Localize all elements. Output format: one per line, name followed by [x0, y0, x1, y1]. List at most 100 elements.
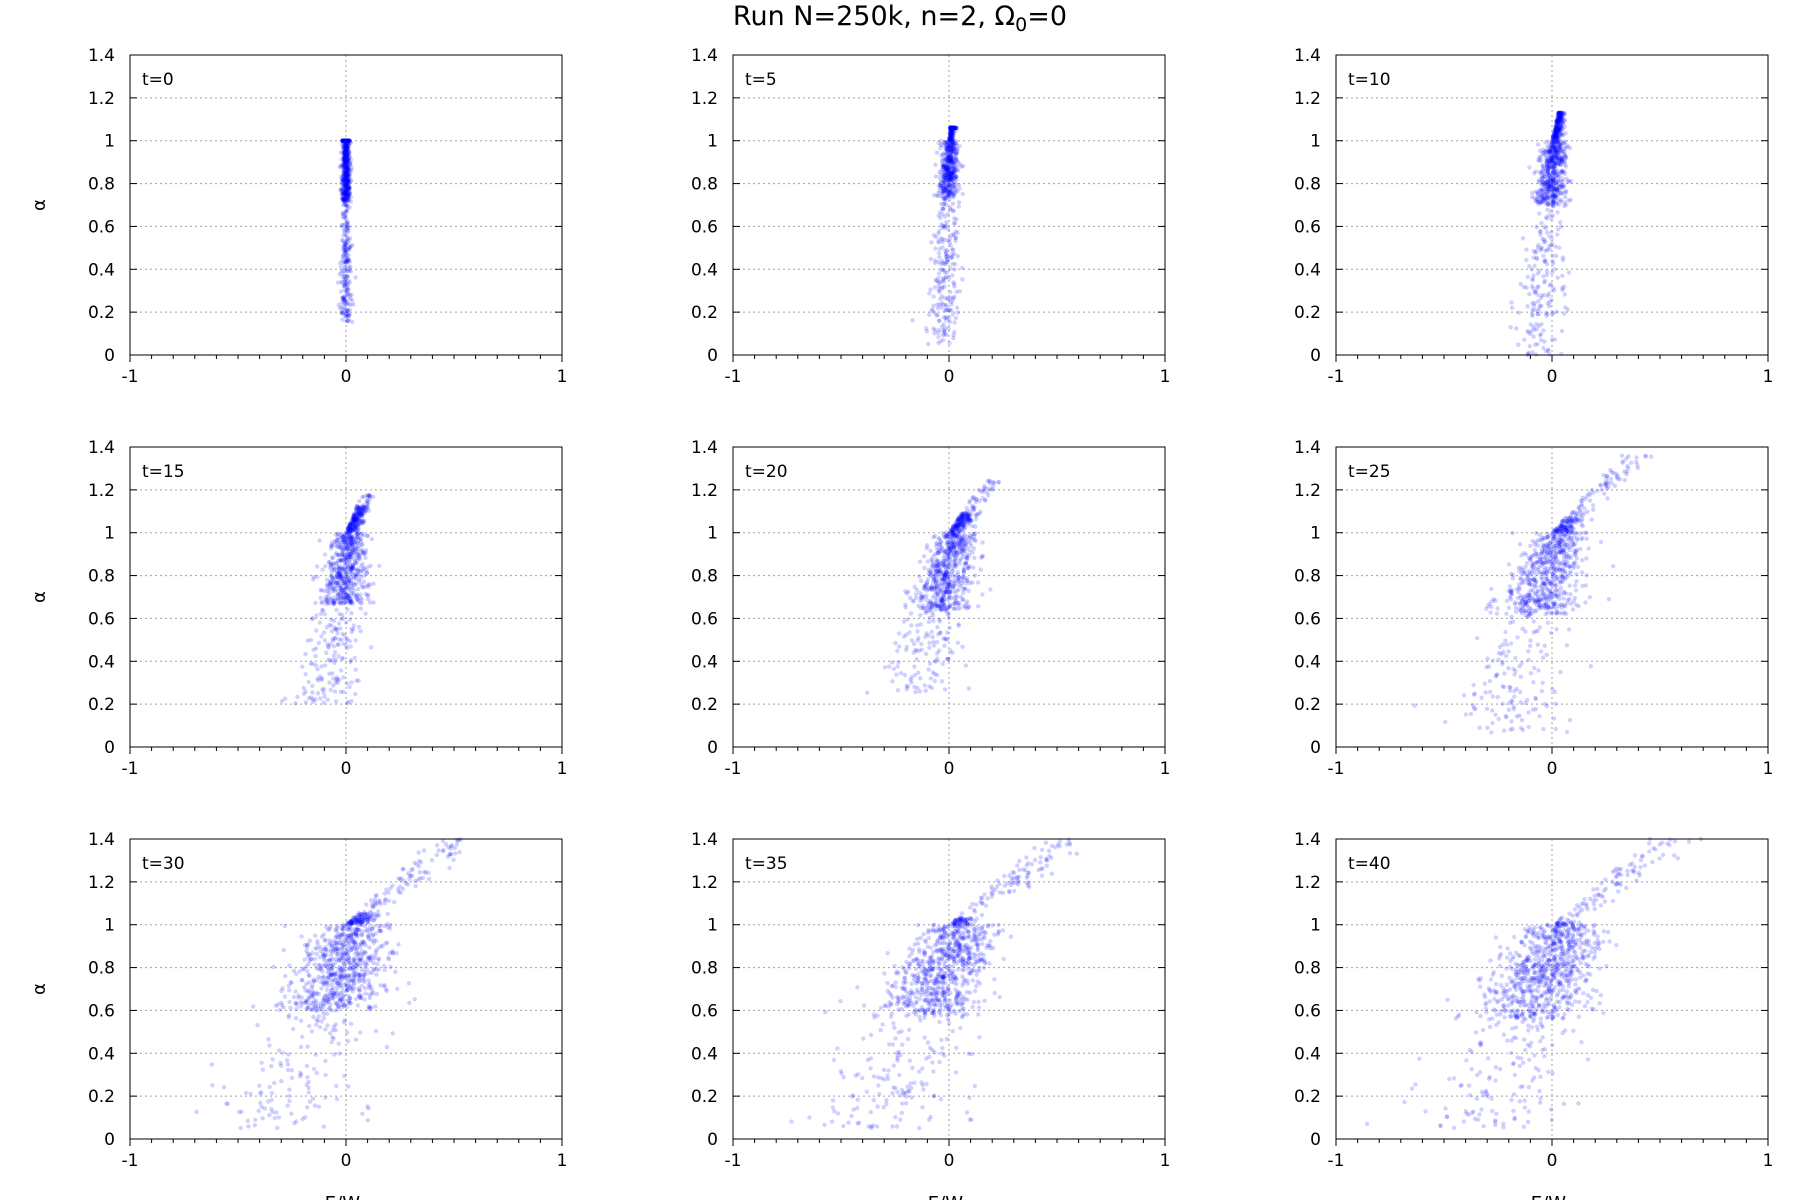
data-point: [347, 154, 353, 159]
data-point: [1490, 658, 1496, 663]
data-point: [1553, 701, 1558, 707]
data-point: [343, 138, 348, 143]
data-point: [356, 521, 362, 526]
y-tick-label: 0.2: [691, 303, 718, 323]
data-point: [345, 166, 350, 172]
data-point: [944, 270, 949, 275]
data-point: [344, 138, 349, 143]
data-point: [340, 185, 346, 190]
data-point: [341, 196, 346, 201]
data-point: [345, 138, 350, 143]
data-point: [348, 157, 354, 162]
data-point: [342, 138, 347, 143]
data-point: [925, 559, 930, 564]
data-point: [924, 329, 930, 334]
data-point: [339, 187, 344, 192]
data-point: [941, 549, 947, 554]
data-point: [343, 194, 348, 200]
data-point: [947, 340, 952, 346]
data-point: [345, 138, 351, 143]
data-point: [342, 276, 347, 282]
y-tick-label: 0.6: [691, 609, 718, 629]
data-point: [942, 572, 947, 578]
data-point: [341, 198, 346, 203]
data-point: [360, 584, 365, 590]
data-point: [989, 487, 994, 492]
data-point: [341, 191, 346, 196]
data-point: [346, 257, 352, 262]
data-point: [973, 524, 978, 529]
data-point: [369, 536, 375, 542]
data-point: [959, 164, 964, 169]
data-point: [345, 147, 350, 152]
data-point: [342, 301, 347, 306]
data-point: [348, 302, 353, 307]
data-point: [346, 317, 352, 322]
data-point: [344, 138, 350, 143]
figure-title: Run N=250k, n=2, Ω0=0: [733, 1, 1067, 36]
data-point: [339, 546, 344, 551]
data-point: [342, 138, 348, 143]
data-point: [983, 498, 988, 503]
data-point: [347, 191, 352, 196]
data-point: [335, 592, 340, 597]
data-point: [346, 192, 351, 197]
data-point: [1543, 184, 1548, 189]
data-point: [341, 146, 346, 152]
data-point: [903, 605, 908, 610]
data-point: [355, 552, 360, 557]
data-point: [935, 302, 940, 307]
data-point: [340, 191, 345, 197]
data-point: [342, 143, 348, 148]
data-point: [342, 155, 347, 160]
data-point: [948, 266, 953, 271]
data-point: [935, 672, 940, 678]
data-point: [343, 184, 348, 190]
data-point: [353, 667, 358, 672]
data-point: [343, 265, 348, 270]
data-point: [358, 629, 363, 634]
data-point: [343, 147, 349, 152]
data-point: [342, 301, 347, 306]
data-point: [343, 153, 349, 159]
data-point: [956, 601, 962, 606]
data-point: [305, 638, 310, 643]
y-tick-label: 0.6: [1294, 217, 1321, 237]
data-point: [344, 256, 349, 262]
x-tick-label: -1: [725, 367, 742, 387]
data-point: [349, 629, 354, 635]
data-point: [364, 533, 370, 539]
data-point: [347, 162, 353, 167]
data-point: [953, 151, 959, 157]
data-point: [345, 179, 350, 185]
data-point: [339, 224, 344, 229]
y-tick-label: 0: [707, 346, 718, 366]
data-point: [996, 480, 1001, 485]
data-point: [344, 138, 349, 143]
data-point: [347, 245, 352, 250]
data-point: [344, 138, 349, 143]
data-point: [1527, 165, 1532, 170]
data-point: [343, 311, 349, 316]
data-point: [344, 182, 349, 187]
data-point: [1543, 226, 1549, 231]
data-point: [318, 587, 323, 593]
data-point: [865, 690, 870, 695]
data-point: [360, 494, 365, 500]
data-point: [1524, 247, 1529, 252]
data-point: [1556, 202, 1561, 207]
data-point: [893, 640, 898, 646]
data-point: [1495, 606, 1500, 611]
data-point: [960, 512, 966, 517]
data-point: [347, 188, 352, 193]
data-point: [341, 183, 346, 188]
data-point: [977, 511, 982, 516]
data-point: [360, 550, 365, 555]
data-point: [339, 295, 345, 300]
data-point: [346, 151, 352, 156]
data-point: [902, 672, 908, 678]
data-point: [346, 138, 351, 143]
data-point: [341, 155, 346, 161]
data-point: [343, 138, 348, 143]
data-point: [1549, 297, 1554, 302]
